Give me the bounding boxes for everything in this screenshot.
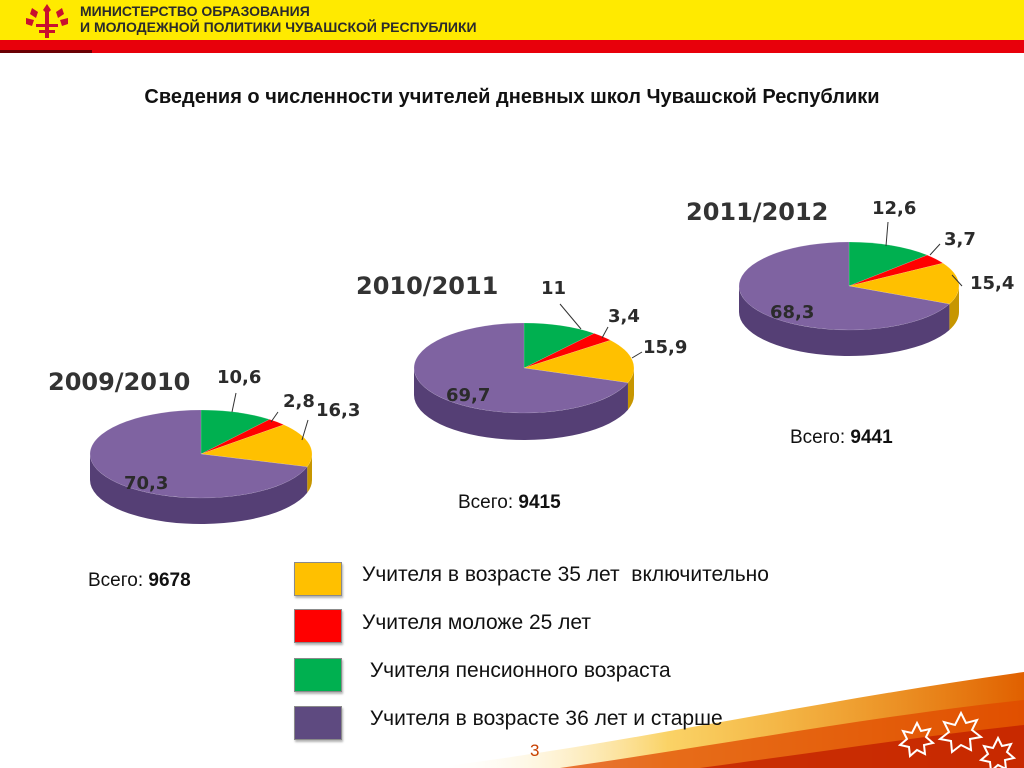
total-2009: Всего: 9678: [88, 570, 191, 592]
pie-2-value-label-3: 68,3: [770, 302, 814, 323]
pie-0-side-3: [90, 454, 308, 524]
chart-title-2009: 2009/2010: [48, 368, 191, 396]
pie-1-slice-0: [523, 322, 595, 369]
pie-0-value-label-3: 70,3: [124, 473, 168, 494]
pie-2-leader-2: [951, 274, 963, 287]
pie-0-value-label-2: 16,3: [316, 400, 360, 421]
chart-title-2011: 2011/2012: [686, 198, 829, 226]
page-title: Сведения о численности учителей дневных …: [144, 86, 880, 108]
pie-2-leader-0: [885, 221, 889, 247]
star-icon: [978, 735, 1017, 768]
pie-1-side-2: [627, 368, 634, 410]
pie-2-slice-1: [848, 254, 944, 287]
pie-2-value-label-0: 12,6: [872, 198, 916, 219]
pie-0-slice-3: [89, 409, 308, 499]
pie-0-leader-2: [301, 419, 309, 441]
pie-0-slice-0: [200, 409, 271, 455]
legend-swatch-purple: [294, 706, 342, 740]
pie-0-side-2: [307, 454, 312, 493]
pie-1-leader-1: [601, 326, 609, 339]
total-value: 9441: [850, 427, 893, 448]
legend-label-36-plus: Учителя в возрасте 36 лет и старше: [364, 707, 723, 730]
pie-1-value-label-2: 15,9: [643, 337, 687, 358]
header-bar: [0, 0, 1024, 40]
pie-1-slice-3: [413, 322, 629, 414]
legend-swatch-green: [294, 658, 342, 692]
pie-0-value-label-1: 2,8: [283, 391, 315, 412]
total-value: 9415: [518, 492, 561, 513]
page-number: 3: [530, 741, 540, 760]
pie-2-slice-0: [848, 241, 928, 287]
legend-label-under-35: Учителя в возрасте 35 лет включительно: [362, 563, 769, 586]
legend-label-pension: Учителя пенсионного возраста: [364, 659, 671, 682]
total-2010: Всего: 9415: [458, 492, 561, 514]
emblem-icon: [26, 4, 68, 38]
legend-swatch-red: [294, 609, 342, 643]
pie-0-leader-0: [231, 392, 237, 413]
pie-1-leader-0: [559, 303, 582, 330]
total-value: 9678: [148, 570, 191, 591]
pie-2-value-label-1: 3,7: [944, 229, 976, 250]
pie-1-side-3: [414, 368, 628, 440]
pie-1-slice-2: [523, 339, 635, 383]
pie-2-value-label-2: 15,4: [970, 273, 1014, 294]
pie-2-leader-1: [929, 243, 941, 256]
pie-0-leader-1: [270, 411, 279, 423]
pie-0-value-label-0: 10,6: [217, 367, 261, 388]
ministry-line-2: И МОЛОДЕЖНОЙ ПОЛИТИКИ ЧУВАШСКОЙ РЕСПУБЛИ…: [80, 19, 477, 35]
pie-2-side-2: [949, 286, 959, 330]
total-prefix: Всего:: [88, 570, 149, 591]
header-stripe-accent: [0, 50, 92, 53]
pie-2-slice-3: [738, 241, 950, 331]
legend-label-under-25: Учителя моложе 25 лет: [362, 611, 592, 634]
pie-1-value-label-0: 11: [541, 278, 566, 299]
total-2011: Всего: 9441: [790, 427, 893, 449]
ministry-name: МИНИСТЕРСТВО ОБРАЗОВАНИЯ И МОЛОДЕЖНОЙ ПО…: [80, 3, 477, 35]
pie-0-slice-2: [200, 424, 313, 468]
pie-1-value-label-1: 3,4: [608, 306, 640, 327]
star-icon: [937, 710, 984, 754]
chart-title-2010: 2010/2011: [356, 272, 499, 300]
total-prefix: Всего:: [790, 427, 851, 448]
star-icon: [897, 720, 936, 758]
total-prefix: Всего:: [458, 492, 519, 513]
legend-swatch-yellow: [294, 562, 342, 596]
pie-2-side-3: [739, 286, 950, 356]
pie-1-value-label-3: 69,7: [446, 385, 490, 406]
pie-2-slice-2: [848, 262, 960, 305]
pie-1-leader-2: [631, 351, 643, 359]
ministry-line-1: МИНИСТЕРСТВО ОБРАЗОВАНИЯ: [80, 3, 310, 19]
pie-0-slice-1: [200, 419, 285, 455]
header-stripe: [0, 40, 1024, 53]
